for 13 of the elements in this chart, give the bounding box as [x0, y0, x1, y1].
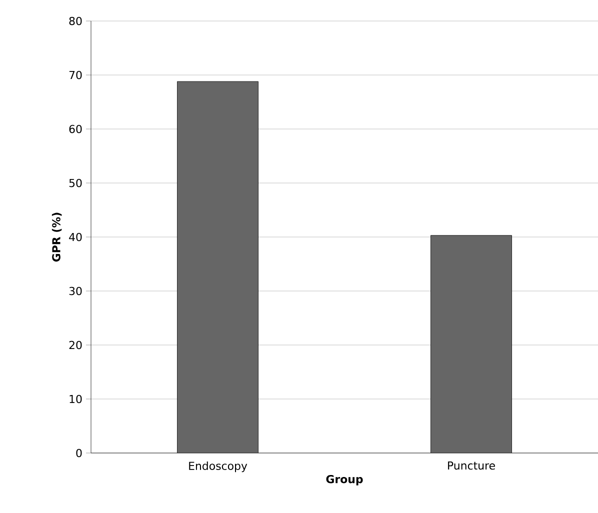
- y-tick-label: 70: [69, 70, 82, 80]
- y-tick-label: 0: [76, 448, 82, 458]
- y-axis-title: GPR (%): [52, 212, 62, 262]
- x-tick-label: Puncture: [448, 462, 495, 470]
- y-tick-label: 30: [69, 286, 82, 296]
- y-tick-label: 80: [69, 16, 82, 26]
- y-tick-label: 20: [69, 340, 82, 350]
- y-tick-label: 40: [69, 232, 82, 242]
- y-tick-label: 50: [69, 178, 82, 188]
- y-tick-label: 10: [70, 394, 82, 404]
- x-axis-title: Group: [326, 474, 363, 486]
- x-tick-label: Endoscopy: [189, 462, 248, 472]
- y-tick-label: 60: [69, 124, 82, 134]
